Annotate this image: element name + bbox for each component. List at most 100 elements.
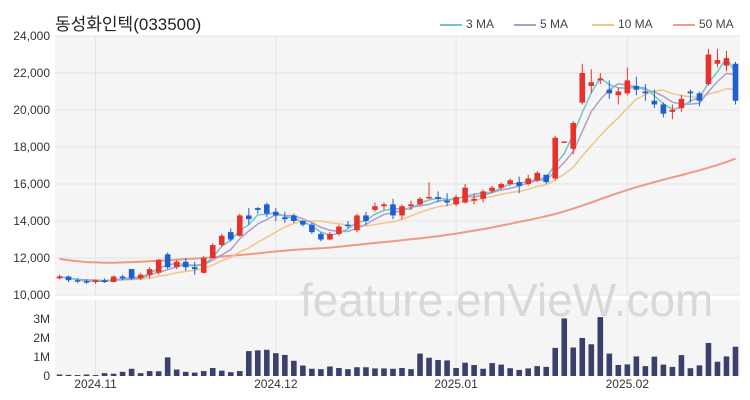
candle-body bbox=[83, 281, 90, 283]
legend-label-3ma: 3 MA bbox=[466, 17, 495, 31]
volume-bar bbox=[245, 351, 252, 376]
legend-label-5ma: 5 MA bbox=[540, 17, 569, 31]
ma3-line bbox=[59, 56, 737, 283]
candle-body bbox=[399, 206, 405, 216]
volume-tick-label: 0 bbox=[43, 369, 50, 383]
candle-body bbox=[435, 196, 441, 199]
legend-label-50ma: 50 MA bbox=[699, 17, 734, 31]
volume-bar bbox=[435, 360, 441, 376]
volume-bar bbox=[128, 368, 135, 376]
candle-body bbox=[318, 233, 324, 240]
price-tick-label: 14,000 bbox=[13, 214, 50, 228]
volume-bar bbox=[408, 369, 414, 376]
candle-body bbox=[444, 200, 450, 203]
x-tick-label: 2025.02 bbox=[606, 377, 650, 391]
x-tick-label: 2024.11 bbox=[74, 377, 117, 391]
price-tick-label: 18,000 bbox=[13, 140, 50, 154]
candle-body bbox=[119, 276, 126, 279]
candle-body bbox=[101, 280, 108, 283]
axis-labels: 10,000 12,000 14,000 16,000 18,000 20,000 22,0… bbox=[13, 29, 649, 391]
volume-bar bbox=[83, 374, 90, 376]
candle-body bbox=[651, 100, 658, 105]
candle-body bbox=[327, 233, 333, 240]
volume-bar bbox=[399, 368, 405, 376]
volume-bar bbox=[74, 375, 81, 376]
volume-bar bbox=[471, 364, 477, 376]
candle-body bbox=[191, 267, 198, 270]
volume-tick-label: 3M bbox=[33, 312, 50, 326]
candle-body bbox=[471, 198, 477, 201]
candle-body bbox=[372, 206, 378, 210]
candle-body bbox=[146, 269, 153, 275]
candle-body bbox=[336, 226, 342, 234]
volume-bar bbox=[507, 368, 513, 376]
volume-bar bbox=[480, 368, 486, 376]
candle-body bbox=[300, 221, 306, 225]
volume-bar bbox=[173, 369, 180, 376]
volume-bar bbox=[345, 369, 351, 376]
volume-bar bbox=[56, 374, 63, 376]
volume-bar bbox=[191, 372, 198, 376]
volume-bar bbox=[155, 371, 162, 376]
ma10-line bbox=[59, 87, 736, 282]
volume-bar bbox=[146, 371, 153, 376]
volume-bar bbox=[462, 362, 468, 376]
candles bbox=[56, 48, 739, 284]
candle-body bbox=[498, 184, 504, 188]
volume-bar bbox=[660, 364, 667, 376]
candle-body bbox=[732, 63, 739, 101]
volume-bar bbox=[723, 356, 730, 376]
price-plot-area bbox=[55, 36, 740, 295]
volume-bar bbox=[516, 369, 522, 376]
candle-body bbox=[606, 89, 613, 94]
volume-bar bbox=[227, 372, 234, 376]
candle-body bbox=[128, 269, 135, 279]
volume-bar bbox=[264, 349, 270, 376]
candle-body bbox=[462, 187, 468, 203]
candle-body bbox=[354, 215, 360, 231]
candle-body bbox=[579, 73, 586, 103]
candle-body bbox=[642, 91, 649, 94]
volume-bar bbox=[579, 338, 586, 376]
candle-body bbox=[390, 204, 396, 216]
legend-item-50ma: 50 MA bbox=[673, 17, 734, 31]
candle-body bbox=[363, 215, 369, 221]
volume-bar bbox=[182, 371, 189, 376]
candle-body bbox=[218, 235, 225, 246]
volume-bar bbox=[209, 368, 216, 376]
volume-bar bbox=[570, 347, 577, 376]
volume-bar bbox=[255, 350, 261, 376]
volume-bar bbox=[200, 371, 207, 376]
x-tick-label: 2025.01 bbox=[434, 377, 478, 391]
legend-swatch-3ma bbox=[440, 24, 462, 26]
volume-bar bbox=[543, 366, 550, 376]
candle-body bbox=[624, 80, 631, 94]
volume-bar bbox=[65, 374, 72, 376]
candle-body bbox=[74, 280, 81, 282]
price-tick-label: 12,000 bbox=[13, 251, 50, 265]
candle-body bbox=[209, 245, 216, 258]
candle-body bbox=[669, 110, 676, 112]
volume-bar bbox=[642, 366, 649, 376]
candle-body bbox=[182, 261, 189, 268]
candle-body bbox=[453, 196, 459, 205]
volume-bar bbox=[110, 373, 117, 376]
volume-bar bbox=[651, 356, 658, 376]
candle-body bbox=[110, 276, 117, 283]
candle-body bbox=[200, 258, 207, 273]
volume-bar bbox=[705, 342, 712, 376]
volume-bar bbox=[597, 317, 604, 376]
candle-body bbox=[507, 180, 513, 184]
volume-bar bbox=[282, 354, 288, 376]
volume-bar bbox=[615, 364, 622, 376]
candle-body bbox=[417, 198, 423, 205]
volume-bar bbox=[426, 357, 432, 376]
legend-item-3ma: 3 MA bbox=[440, 17, 495, 31]
candle-body bbox=[480, 191, 486, 199]
candle-body bbox=[273, 211, 279, 216]
candle-body bbox=[678, 98, 685, 109]
candle-body bbox=[264, 204, 270, 214]
legend-swatch-5ma bbox=[514, 24, 536, 26]
price-tick-label: 16,000 bbox=[13, 177, 50, 191]
